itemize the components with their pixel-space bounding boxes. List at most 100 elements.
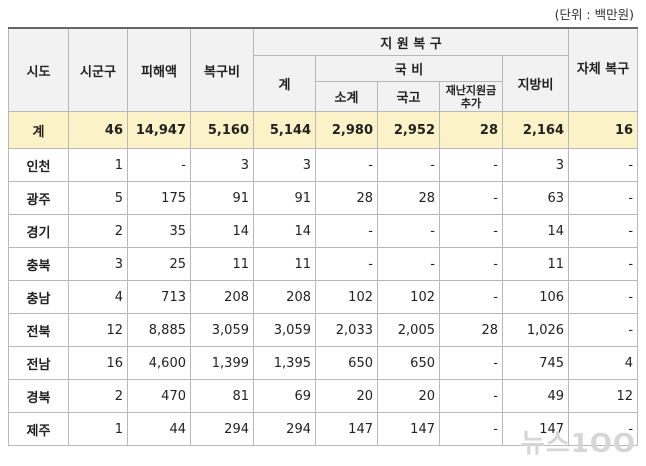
cell-damage: 14,947	[127, 111, 191, 149]
cell-national-subtotal: 2,033	[315, 313, 378, 347]
cell-self-recovery: -	[568, 214, 639, 248]
cell-disaster-extra: -	[439, 247, 503, 281]
cell-national-subtotal: 20	[315, 379, 378, 413]
cell-districts: 1	[68, 412, 128, 446]
cell-local-cost: 14	[501, 214, 570, 248]
cell-self-recovery: 4	[568, 346, 639, 380]
total-row: 계 46 14,947 5,160 5,144 2,980 2,952 28 2,164 16	[8, 111, 639, 149]
cell-disaster-extra: -	[439, 412, 503, 446]
cell-local-cost: 745	[501, 346, 570, 380]
cell-local-cost: 11	[501, 247, 570, 281]
cell-disaster-extra: -	[439, 346, 503, 380]
cell-damage: 44	[127, 412, 191, 446]
cell-support-total: 5,144	[253, 111, 316, 149]
cell-self-recovery: -	[568, 313, 639, 347]
cell-recovery-cost: 14	[190, 214, 254, 248]
table-row: 전북 12 8,885 3,059 3,059 2,033 2,005 28 1,026-	[8, 313, 639, 347]
table-row: 경기 2 35 14 14- - -14-	[8, 214, 639, 248]
cell-recovery-cost: 91	[190, 181, 254, 215]
cell-region: 광주	[8, 181, 69, 215]
cell-recovery-cost: 294	[190, 412, 254, 446]
cell-disaster-extra: -	[439, 148, 503, 182]
cell-local-cost: 63	[501, 181, 570, 215]
cell-national-subtotal: 102	[315, 280, 378, 314]
cell-region: 제주	[8, 412, 69, 446]
cell-damage: 175	[127, 181, 191, 215]
cell-disaster-extra: -	[439, 280, 503, 314]
cell-region: 경북	[8, 379, 69, 413]
cell-districts: 4	[68, 280, 128, 314]
cell-region: 인천	[8, 148, 69, 182]
cell-support-total: 3	[253, 148, 316, 182]
cell-damage: 8,885	[127, 313, 191, 347]
cell-damage: 713	[127, 280, 191, 314]
cell-self-recovery: -	[568, 280, 639, 314]
cell-region: 충북	[8, 247, 69, 281]
cell-local-cost: 3	[501, 148, 570, 182]
cell-support-total: 11	[253, 247, 316, 281]
cell-region: 전남	[8, 346, 69, 380]
cell-national-subtotal: 2,980	[315, 111, 378, 149]
cell-districts: 5	[68, 181, 128, 215]
cell-national-treasury: 20	[377, 379, 440, 413]
recovery-cost-table: 시도 시군구 피해액 복구비 지 원 복 구 자체 복구 계 국 비 지방비 소…	[8, 27, 639, 446]
cell-national-treasury: 2,952	[377, 111, 440, 149]
cell-recovery-cost: 81	[190, 379, 254, 413]
cell-region: 계	[8, 111, 69, 149]
cell-self-recovery: -	[568, 412, 639, 446]
watermark: 뉴스1OO	[520, 429, 636, 459]
cell-support-total: 208	[253, 280, 316, 314]
cell-region: 전북	[8, 313, 69, 347]
cell-national-subtotal: -	[315, 214, 378, 248]
header-disaster-extra: 재난지원금 추가	[439, 81, 503, 112]
table-row: 제주 1 44 294 294 147 147-147-	[8, 412, 639, 446]
cell-districts: 16	[68, 346, 128, 380]
cell-support-total: 1,395	[253, 346, 316, 380]
cell-districts: 1	[68, 148, 128, 182]
cell-national-treasury: -	[377, 148, 440, 182]
cell-region: 충남	[8, 280, 69, 314]
table-body: 계 46 14,947 5,160 5,144 2,980 2,952 28 2,164 16 인천…	[8, 111, 639, 446]
cell-national-treasury: 147	[377, 412, 440, 446]
cell-support-total: 294	[253, 412, 316, 446]
header-damage: 피해액	[127, 27, 191, 112]
header-national-group: 국 비	[315, 55, 503, 82]
table-row: 광주 5 175 91 91 28 28-63-	[8, 181, 639, 215]
cell-self-recovery: 16	[568, 111, 639, 149]
table-row: 경북 2 470 81 69 20 20-49 12	[8, 379, 639, 413]
cell-local-cost: 1,026	[501, 313, 570, 347]
cell-support-total: 14	[253, 214, 316, 248]
table-row: 인천 1-3 3- - -3-	[8, 148, 639, 182]
cell-national-treasury: -	[377, 247, 440, 281]
cell-local-cost: 49	[501, 379, 570, 413]
cell-recovery-cost: 5,160	[190, 111, 254, 149]
unit-note: (단위 : 백만원)	[554, 7, 634, 22]
cell-self-recovery: -	[568, 148, 639, 182]
cell-disaster-extra: -	[439, 181, 503, 215]
cell-damage: -	[127, 148, 191, 182]
cell-national-subtotal: 650	[315, 346, 378, 380]
cell-districts: 2	[68, 379, 128, 413]
cell-disaster-extra: -	[439, 214, 503, 248]
header-districts: 시군구	[68, 27, 128, 112]
cell-districts: 3	[68, 247, 128, 281]
table-row: 충북 3 25 11 11- - -11-	[8, 247, 639, 281]
header-support-group: 지 원 복 구	[252, 27, 570, 56]
cell-damage: 35	[127, 214, 191, 248]
cell-national-subtotal: 147	[315, 412, 378, 446]
header-region: 시도	[8, 27, 69, 112]
table-row: 충남 4 713 208 208 102 102-106-	[8, 280, 639, 314]
cell-support-total: 91	[253, 181, 316, 215]
cell-self-recovery: -	[568, 181, 639, 215]
cell-national-treasury: 102	[377, 280, 440, 314]
cell-national-treasury: 28	[377, 181, 440, 215]
header-support-total: 계	[253, 55, 316, 112]
cell-damage: 4,600	[127, 346, 191, 380]
cell-districts: 12	[68, 313, 128, 347]
header-national-treasury: 국고	[377, 81, 440, 112]
cell-national-subtotal: -	[315, 247, 378, 281]
cell-disaster-extra: -	[439, 379, 503, 413]
cell-local-cost: 106	[501, 280, 570, 314]
header-national-subtotal: 소계	[315, 81, 378, 112]
cell-recovery-cost: 3,059	[190, 313, 254, 347]
